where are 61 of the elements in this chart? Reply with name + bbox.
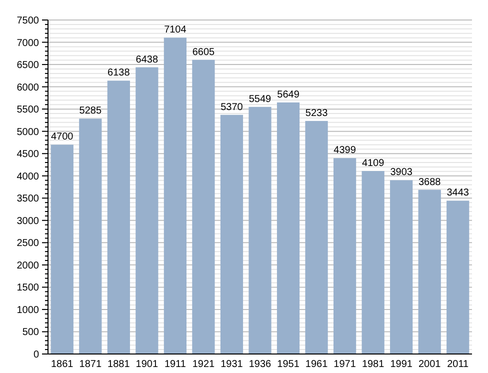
bar	[220, 114, 244, 354]
x-tick-label: 2001	[418, 359, 442, 370]
data-label: 4399	[334, 145, 356, 156]
bar	[79, 118, 102, 354]
bar	[418, 190, 441, 354]
data-label: 3443	[446, 188, 470, 199]
x-tick-label: 1911	[164, 359, 186, 370]
y-tick-label: 5000	[16, 126, 40, 138]
y-tick-label: 5500	[16, 104, 40, 116]
y-tick-label: 0	[33, 350, 40, 360]
data-label: 4109	[362, 158, 385, 170]
data-label: 5285	[79, 106, 102, 117]
data-label: 6138	[108, 68, 130, 79]
y-tick-label: 6000	[16, 82, 40, 94]
y-tick-label: 3000	[16, 216, 40, 227]
x-tick-label: 1981	[362, 359, 385, 370]
data-label: 7104	[164, 24, 187, 36]
data-label: 5233	[305, 108, 328, 119]
bar	[192, 60, 215, 354]
bar	[107, 80, 130, 354]
data-label: 4700	[51, 132, 74, 143]
y-tick-label: 4500	[16, 149, 40, 160]
x-tick-label: 1861	[51, 359, 74, 370]
data-label: 6438	[136, 54, 158, 66]
data-label: 5649	[277, 89, 300, 100]
x-tick-label: 2011	[447, 359, 470, 370]
data-label: 5549	[248, 94, 272, 105]
y-tick-label: 3500	[16, 194, 40, 205]
x-tick-label: 1921	[192, 359, 216, 370]
data-label: 3688	[418, 176, 442, 188]
data-label: 3903	[390, 167, 413, 178]
y-tick-label: 1000	[16, 304, 40, 316]
bar	[276, 102, 300, 354]
x-tick-label: 1951	[277, 359, 300, 370]
x-tick-label: 1871	[79, 359, 102, 370]
y-tick-label: 1500	[16, 282, 40, 294]
y-tick-label: 6500	[16, 60, 40, 72]
y-tick-label: 2000	[16, 260, 40, 272]
bar	[305, 120, 328, 354]
data-label: 6605	[192, 46, 216, 58]
x-tick-label: 1931	[220, 359, 244, 370]
bar	[390, 180, 413, 354]
bar	[362, 171, 384, 354]
y-tick-label: 4000	[16, 171, 40, 182]
bar	[446, 200, 470, 354]
bar	[164, 38, 187, 354]
bar	[136, 67, 158, 354]
bar	[248, 106, 272, 354]
data-label: 5370	[220, 102, 244, 113]
y-tick-label: 2500	[16, 238, 40, 250]
x-tick-label: 1971	[334, 359, 356, 370]
x-tick-label: 1881	[108, 359, 130, 370]
y-tick-label: 500	[22, 327, 40, 338]
y-tick-label: 7500	[16, 16, 40, 26]
x-tick-label: 1936	[248, 359, 272, 370]
bar	[333, 158, 356, 354]
bar	[50, 144, 74, 354]
y-tick-label: 7000	[16, 38, 40, 49]
x-tick-label: 1961	[305, 359, 328, 370]
x-tick-label: 1901	[136, 359, 158, 370]
x-tick-label: 1991	[390, 359, 413, 370]
